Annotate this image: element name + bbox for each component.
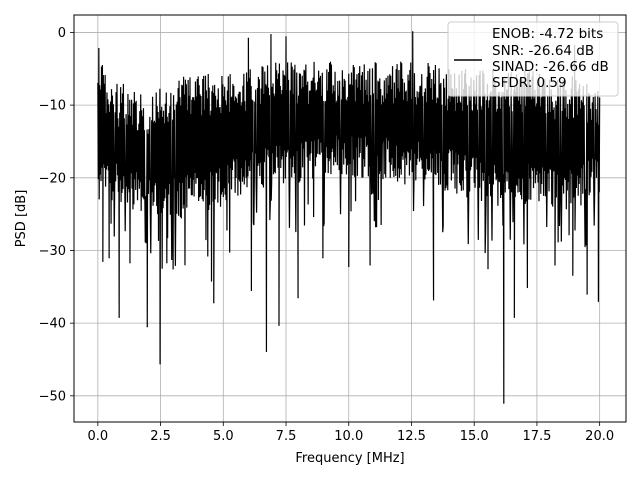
psd-dip-point [513, 316, 515, 318]
psd-dip-point [129, 262, 131, 264]
psd-dip-point [278, 324, 280, 326]
x-tick-label: 15.0 [460, 429, 489, 444]
y-tick-label: −40 [39, 317, 66, 332]
psd-dip-point [572, 274, 574, 276]
psd-peak-point [270, 34, 272, 36]
legend-sfdr: SFDR: 0.59 [492, 75, 567, 91]
psd-dip-point [369, 264, 371, 266]
x-tick-label: 2.5 [150, 429, 171, 444]
x-tick-label: 20.0 [585, 429, 614, 444]
y-tick-label: −20 [39, 171, 66, 186]
psd-trace-line [97, 31, 601, 404]
y-tick-label: 0 [58, 26, 66, 41]
y-tick-label: −50 [39, 389, 66, 404]
legend-sinad: SINAD: -26.66 dB [492, 59, 609, 75]
psd-peak-point [247, 37, 249, 39]
y-axis-ticks: 0 −10 −20 −30 −40 −50 [39, 26, 74, 404]
legend-snr: SNR: -26.64 dB [492, 43, 594, 59]
psd-peak-point [98, 47, 100, 50]
y-axis-label: PSD [dB] [14, 190, 29, 248]
x-tick-label: 10.0 [334, 429, 363, 444]
psd-dip-point [554, 264, 556, 266]
psd-dip-point [432, 299, 435, 301]
psd-dip-point [322, 257, 324, 259]
psd-dip-point [118, 316, 120, 318]
psd-peak-point [285, 36, 287, 38]
psd-dip-point [159, 363, 161, 365]
legend-box [447, 21, 619, 97]
x-tick-label: 12.5 [397, 429, 426, 444]
plot-area-frame [73, 14, 627, 423]
psd-dip-point [348, 265, 350, 268]
psd-dip-point [265, 350, 268, 353]
psd-dip-point [487, 268, 489, 270]
psd-dip-point [297, 297, 299, 299]
psd-peak-point [412, 31, 414, 33]
x-axis-label: Frequency [MHz] [295, 451, 404, 466]
psd-dip-point [526, 286, 528, 289]
psd-dip-point [108, 257, 110, 259]
psd-dip-point [146, 326, 148, 328]
psd-dip-point [213, 302, 215, 304]
psd-dip-point [586, 293, 588, 295]
y-tick-label: −30 [39, 244, 66, 259]
psd-dip-point [250, 289, 252, 292]
y-tick-label: −10 [39, 99, 66, 114]
psd-dip-point [166, 262, 168, 264]
x-tick-label: 7.5 [276, 429, 297, 444]
psd-dip-point [597, 300, 600, 302]
psd-dip-point [102, 260, 104, 262]
x-tick-label: 0.0 [87, 429, 108, 444]
x-axis-ticks: 0.0 2.5 5.0 7.5 10.0 12.5 15.0 17.5 20.0 [87, 422, 614, 444]
legend-enob: ENOB: -4.72 bits [492, 26, 603, 42]
x-tick-label: 17.5 [522, 429, 551, 444]
series-psd [97, 31, 601, 404]
x-tick-label: 5.0 [213, 429, 234, 444]
psd-dip-point [503, 402, 505, 404]
psd-dip-point [210, 280, 213, 282]
legend: ENOB: -4.72 bits SNR: -26.64 dB SINAD: -… [447, 21, 619, 97]
